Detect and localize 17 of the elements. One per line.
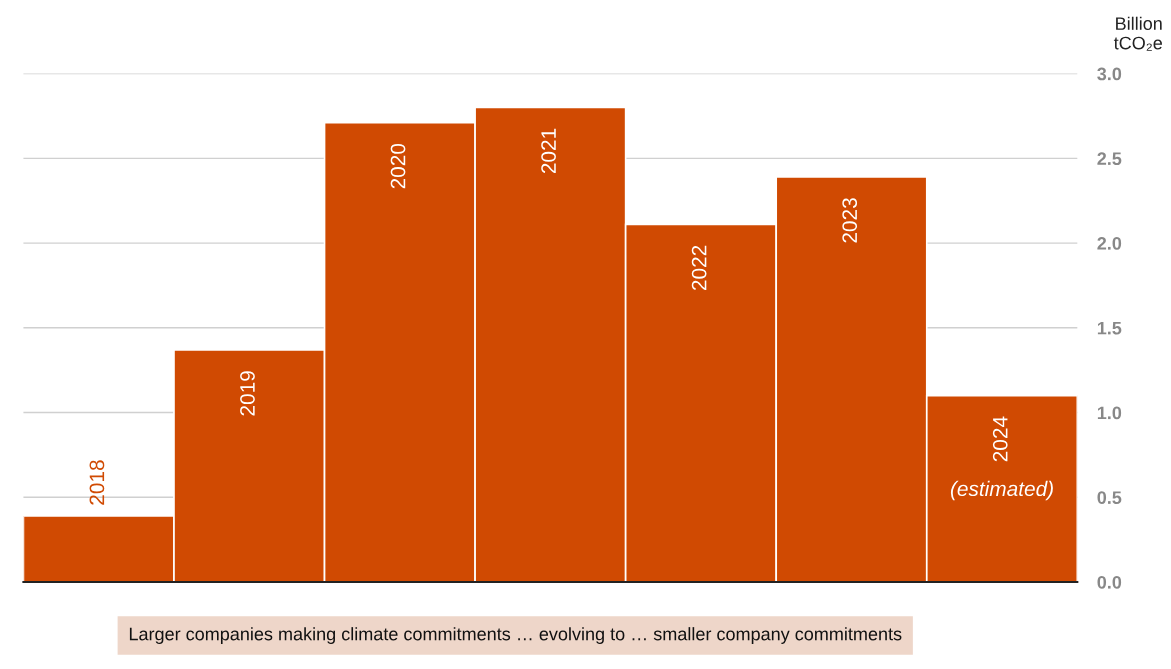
y-axis-title: Billion tCO₂e bbox=[1113, 16, 1162, 51]
x-tick-label: 2018 bbox=[89, 460, 105, 505]
y-tick-label: 2.5 bbox=[1097, 152, 1122, 166]
y-tick-label: 0.5 bbox=[1097, 491, 1122, 505]
x-tick-label: 2021 bbox=[541, 128, 556, 174]
y-tick-label: 2.0 bbox=[1097, 237, 1122, 250]
y-tick-label: 0.0 bbox=[1097, 575, 1122, 589]
x-tick-label: 2019 bbox=[240, 371, 255, 416]
y-tick-label: 1.5 bbox=[1097, 321, 1122, 335]
x-tick-label: 2022 bbox=[691, 245, 707, 291]
x-tick-label: 2024 bbox=[992, 416, 1008, 462]
x-tick-label: 2020 bbox=[390, 143, 406, 189]
y-tick-label: 3.0 bbox=[1097, 67, 1122, 81]
text: Larger companies making climate commitments … evolving to … smaller company commitments bbox=[129, 627, 902, 644]
x-tick-label: 2023 bbox=[842, 198, 858, 243]
y-tick-label: 1.0 bbox=[1097, 406, 1122, 420]
annotation: (estimated) bbox=[950, 480, 1053, 501]
